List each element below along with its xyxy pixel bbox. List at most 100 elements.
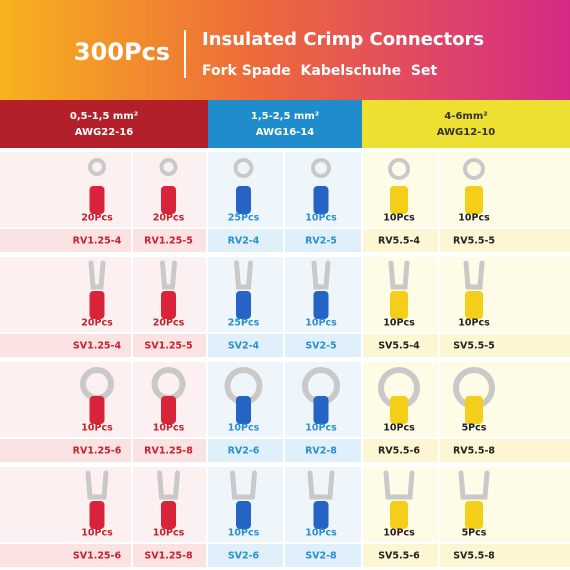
connector-sleeve bbox=[390, 186, 408, 214]
item-code: RV1.25-4 bbox=[73, 236, 122, 247]
item-code: RV2-5 bbox=[305, 236, 337, 247]
item-code: SV5.5-5 bbox=[453, 341, 495, 352]
connector-sleeve bbox=[236, 396, 251, 424]
item-code: RV1.25-8 bbox=[144, 446, 193, 457]
connector-fork bbox=[160, 260, 177, 290]
connector-sleeve bbox=[89, 396, 105, 424]
connector-sleeve bbox=[465, 291, 483, 319]
item-count: 25Pcs bbox=[228, 318, 260, 329]
connector-sleeve bbox=[89, 501, 105, 529]
connector-ring bbox=[159, 158, 178, 176]
item-code: RV1.25-6 bbox=[73, 446, 122, 457]
connector-sleeve bbox=[236, 501, 251, 529]
group-size: 1,5-2,5 mm² bbox=[251, 111, 319, 122]
connector-ring bbox=[88, 158, 106, 176]
item-count: 10Pcs bbox=[305, 528, 337, 539]
item-code: RV1.25-5 bbox=[144, 236, 193, 247]
item-count: 20Pcs bbox=[81, 213, 113, 224]
item-count: 10Pcs bbox=[383, 423, 415, 434]
connector-sleeve bbox=[89, 186, 105, 214]
item-count: 20Pcs bbox=[153, 213, 185, 224]
item-code: RV2-8 bbox=[305, 446, 337, 457]
code-band bbox=[363, 334, 438, 357]
connector-fork bbox=[458, 470, 490, 500]
item-count: 25Pcs bbox=[228, 213, 260, 224]
connector-sleeve bbox=[313, 396, 329, 424]
connector-sleeve bbox=[465, 186, 483, 214]
group-header bbox=[0, 100, 208, 148]
connector-ring bbox=[311, 158, 331, 178]
connector-ring bbox=[388, 158, 410, 180]
connector-sleeve bbox=[465, 396, 483, 424]
group-awg: AWG22-16 bbox=[75, 127, 134, 138]
code-band bbox=[285, 544, 361, 567]
connector-sleeve bbox=[161, 396, 176, 424]
item-code: SV2-8 bbox=[305, 551, 337, 562]
item-code: RV5.5-6 bbox=[378, 446, 420, 457]
code-band bbox=[133, 334, 206, 357]
group-header bbox=[208, 100, 362, 148]
connector-fork bbox=[85, 470, 109, 500]
item-count: 5Pcs bbox=[462, 528, 487, 539]
code-band bbox=[133, 439, 206, 462]
item-count: 10Pcs bbox=[305, 318, 337, 329]
item-code: RV2-6 bbox=[228, 446, 260, 457]
item-count: 10Pcs bbox=[383, 213, 415, 224]
code-band bbox=[133, 229, 206, 252]
code-band bbox=[0, 229, 131, 252]
connector-fork bbox=[383, 470, 415, 500]
code-band bbox=[363, 544, 438, 567]
connector-sleeve bbox=[89, 291, 105, 319]
code-band bbox=[363, 439, 438, 462]
connector-fork bbox=[307, 470, 335, 500]
header-subtitle: Fork Spade Kabelschuhe Set bbox=[202, 63, 437, 79]
connector-fork bbox=[230, 470, 257, 500]
cell bbox=[440, 152, 570, 227]
connector-sleeve bbox=[390, 396, 408, 424]
header-band bbox=[0, 0, 570, 100]
item-code: RV5.5-4 bbox=[378, 236, 420, 247]
item-code: SV1.25-8 bbox=[144, 551, 193, 562]
connector-sleeve bbox=[161, 501, 176, 529]
connector-fork bbox=[157, 470, 180, 500]
code-band bbox=[208, 334, 283, 357]
item-code: SV2-6 bbox=[228, 551, 260, 562]
connector-fork bbox=[463, 260, 485, 290]
code-band bbox=[208, 229, 283, 252]
code-band bbox=[285, 229, 361, 252]
connector-sleeve bbox=[236, 291, 251, 319]
item-count: 10Pcs bbox=[383, 318, 415, 329]
code-band bbox=[440, 544, 570, 567]
connector-sleeve bbox=[313, 501, 329, 529]
code-band bbox=[208, 439, 283, 462]
item-count: 10Pcs bbox=[81, 423, 113, 434]
item-code: SV5.5-4 bbox=[378, 341, 420, 352]
item-code: SV2-5 bbox=[305, 341, 336, 352]
item-count: 10Pcs bbox=[305, 213, 337, 224]
connector-fork bbox=[88, 260, 106, 290]
item-code: SV1.25-5 bbox=[144, 341, 192, 352]
item-count: 10Pcs bbox=[458, 318, 490, 329]
cell bbox=[0, 467, 131, 542]
item-count: 20Pcs bbox=[81, 318, 113, 329]
code-band bbox=[440, 229, 570, 252]
item-code: RV5.5-8 bbox=[453, 446, 495, 457]
item-code: SV1.25-6 bbox=[73, 551, 122, 562]
group-awg: AWG12-10 bbox=[437, 127, 496, 138]
cell bbox=[440, 257, 570, 332]
item-count: 10Pcs bbox=[458, 213, 490, 224]
connector-sleeve bbox=[313, 291, 329, 319]
item-code: SV2-4 bbox=[228, 341, 260, 352]
item-code: RV5.5-5 bbox=[453, 236, 495, 247]
connector-ring bbox=[233, 158, 254, 178]
item-count: 10Pcs bbox=[228, 528, 260, 539]
connector-sleeve bbox=[161, 186, 176, 214]
item-code: SV1.25-4 bbox=[73, 341, 122, 352]
code-band bbox=[285, 334, 361, 357]
header-title: Insulated Crimp Connectors bbox=[202, 29, 484, 50]
item-count: 20Pcs bbox=[153, 318, 185, 329]
connector-sleeve bbox=[390, 291, 408, 319]
code-band bbox=[285, 439, 361, 462]
group-size: 4-6mm² bbox=[444, 111, 487, 122]
